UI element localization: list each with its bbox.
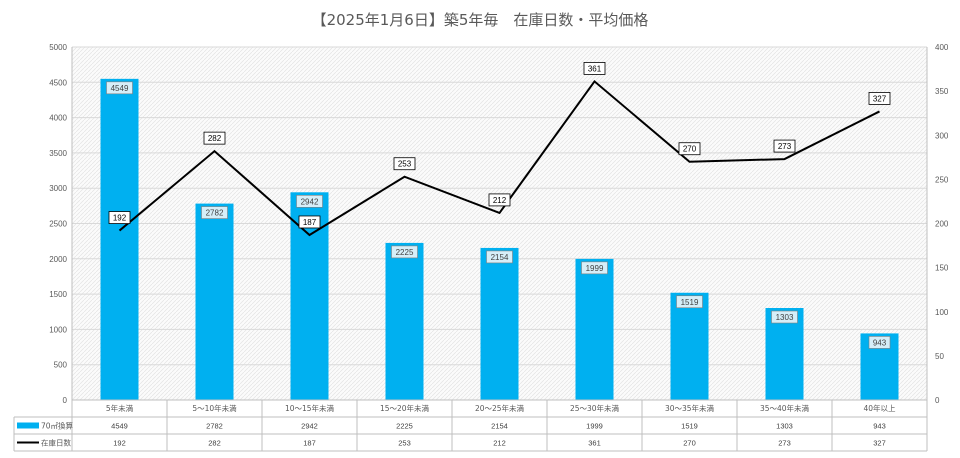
table-cell: 2225: [396, 422, 413, 431]
bar: [765, 308, 804, 400]
y-left-tick-label: 1500: [49, 290, 67, 299]
line-data-label-box: [678, 142, 701, 156]
x-tick-label: 40年以上: [863, 403, 896, 413]
legend-key-bar: [17, 422, 39, 429]
y-right-tick-label: 300: [935, 131, 949, 140]
line-data-label: 270: [683, 145, 697, 154]
line-data-label-box: [773, 139, 796, 153]
x-tick-label: 35～40年未満: [760, 403, 810, 413]
y-left-tick-label: 5000: [49, 43, 67, 52]
legend-label: 70㎡換算: [41, 421, 74, 431]
y-right-tick-label: 50: [935, 352, 944, 361]
y-left-tick-label: 2000: [49, 255, 67, 264]
line-data-label: 361: [588, 64, 602, 73]
chart-title: 【2025年1月6日】築5年毎 在庫日数・平均価格: [311, 11, 649, 29]
table-cell: 1519: [681, 422, 698, 431]
y-left-tick-label: 500: [54, 361, 68, 370]
bar-data-label: 2942: [301, 197, 319, 206]
line-data-label: 212: [493, 196, 507, 205]
y-right-tick-label: 0: [935, 396, 940, 405]
x-tick-label: 15～20年未満: [380, 403, 430, 413]
table-cell: 2782: [206, 422, 223, 431]
line-data-label-box: [203, 131, 226, 145]
y-left-tick-label: 4000: [49, 114, 67, 123]
bar-data-label-box: [296, 194, 323, 208]
bar-data-label-box: [391, 245, 418, 259]
line-data-label-box: [298, 215, 321, 229]
table-cell: 282: [208, 439, 221, 448]
bar: [575, 258, 614, 400]
table-cell: 4549: [111, 422, 128, 431]
table-cell: 2942: [301, 422, 318, 431]
bar-data-label-box: [106, 81, 133, 95]
table-cell: 1999: [586, 422, 603, 431]
bar-data-label-box: [486, 250, 513, 264]
line-data-label-box: [488, 193, 511, 207]
x-tick-label: 25～30年未満: [570, 403, 620, 413]
bar-data-label: 1519: [681, 298, 699, 307]
line-data-label: 273: [778, 142, 792, 151]
bar: [195, 203, 234, 400]
bar-data-label: 2154: [491, 253, 509, 262]
legend-label: 在庫日数: [41, 438, 71, 448]
y-right-tick-label: 250: [935, 175, 949, 184]
y-right-tick-label: 100: [935, 308, 949, 317]
y-right-tick-label: 350: [935, 87, 949, 96]
bar-data-label: 1303: [776, 313, 794, 322]
y-left-tick-label: 4500: [49, 78, 67, 87]
table-cell: 187: [303, 439, 316, 448]
line-data-label-box: [108, 211, 131, 224]
bar-data-label: 943: [873, 338, 887, 347]
line-data-label-box: [868, 92, 891, 105]
bar-data-label: 2225: [396, 248, 414, 257]
bar: [100, 78, 139, 400]
bar-data-label: 1999: [586, 264, 604, 273]
table-cell: 1303: [776, 422, 793, 431]
x-tick-label: 20～25年未満: [475, 403, 525, 413]
table-cell: 943: [873, 422, 886, 431]
line-data-label: 187: [303, 218, 317, 227]
bar: [670, 292, 709, 400]
bar-data-label-box: [676, 295, 703, 309]
table-cell: 327: [873, 439, 886, 448]
table-cell: 253: [398, 439, 411, 448]
x-tick-label: 10～15年未満: [285, 403, 335, 413]
line-data-label-box: [583, 62, 606, 75]
table-cell: 192: [113, 439, 126, 448]
line-data-label: 282: [208, 134, 222, 143]
bar-data-label-box: [201, 206, 228, 219]
y-left-tick-label: 0: [63, 396, 68, 405]
bar-data-label-box: [771, 310, 798, 324]
line-data-label: 192: [113, 214, 127, 223]
table-cell: 270: [683, 439, 696, 448]
y-left-tick-label: 3500: [49, 149, 67, 158]
table-cell: 212: [493, 439, 506, 448]
y-left-tick-label: 1000: [49, 325, 67, 334]
x-tick-label: 5～10年未満: [192, 403, 237, 413]
line-series: [118, 79, 880, 237]
y-left-tick-label: 2500: [49, 220, 67, 229]
y-right-tick-label: 400: [935, 43, 949, 52]
bar: [385, 242, 424, 400]
table-cell: 2154: [491, 422, 508, 431]
bar-data-label-box: [868, 336, 891, 349]
y-left-tick-label: 3000: [49, 184, 67, 193]
bar-data-label: 2782: [206, 209, 224, 218]
line-data-label-box: [393, 157, 416, 171]
table-cell: 273: [778, 439, 791, 448]
table-cell: 361: [588, 439, 601, 448]
x-tick-label: 5年未満: [106, 403, 134, 413]
y-right-tick-label: 200: [935, 220, 949, 229]
bar-data-label-box: [581, 261, 608, 275]
x-tick-label: 30～35年未満: [665, 403, 715, 413]
y-right-tick-label: 150: [935, 264, 949, 273]
line-data-label: 253: [398, 160, 412, 169]
line-data-label: 327: [873, 94, 887, 103]
bar: [480, 247, 519, 400]
bar-data-label: 4549: [111, 84, 129, 93]
